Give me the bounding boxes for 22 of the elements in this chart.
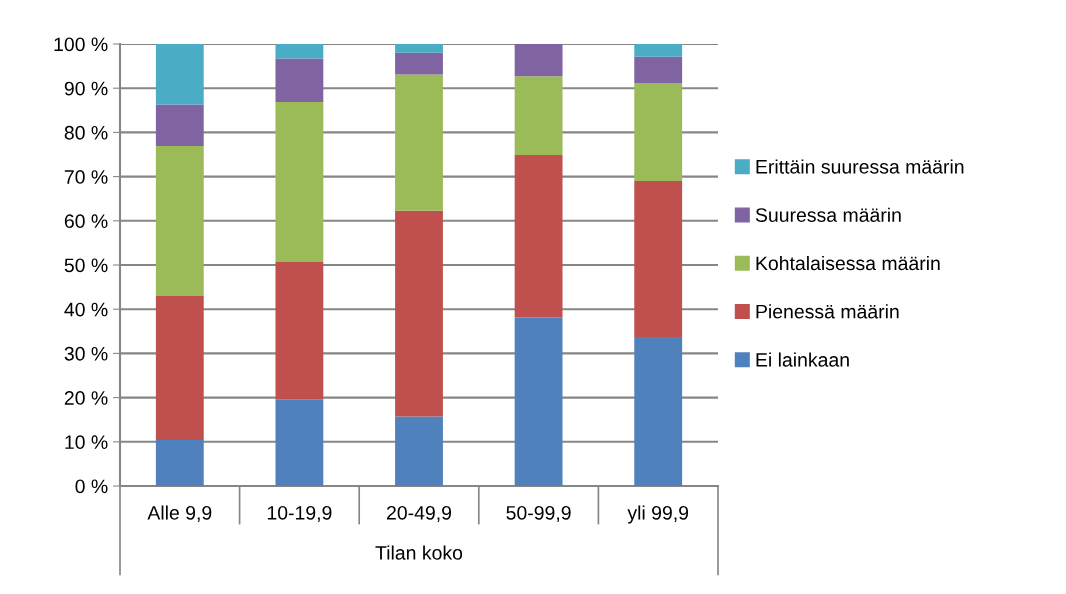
x-tick-label: Alle 9,9 bbox=[147, 505, 212, 523]
legend-label: Suuressa määrin bbox=[755, 207, 901, 222]
y-tick-label: 10 % bbox=[65, 435, 108, 450]
x-tick-label: 10-19,9 bbox=[267, 505, 332, 523]
y-tick-label: 60 % bbox=[64, 214, 108, 229]
legend-label: Pienessä määrin bbox=[756, 304, 899, 319]
y-tick-label: 70 % bbox=[64, 170, 108, 184]
y-tick-label: 20 % bbox=[64, 391, 108, 405]
x-tick-label: 20-49,9 bbox=[387, 505, 452, 523]
y-tick-label: 30 % bbox=[64, 346, 108, 361]
y-tick-label: 100 % bbox=[54, 37, 108, 52]
legend-label: Kohtalaisessa määrin bbox=[756, 255, 940, 271]
x-tick-label: 50-99,9 bbox=[506, 505, 571, 523]
y-tick-label: 50 % bbox=[64, 258, 108, 273]
y-tick-label: 40 % bbox=[64, 302, 108, 317]
legend-label: Erittäin suuressa määrin bbox=[756, 159, 964, 174]
y-tick-label: 0 % bbox=[75, 479, 108, 494]
x-tick-label: yli 99,9 bbox=[627, 505, 689, 524]
legend-label: Ei lainkaan bbox=[756, 352, 849, 367]
x-axis-title: Tilan koko bbox=[375, 545, 463, 560]
y-tick-label: 80 % bbox=[64, 125, 108, 140]
y-tick-label: 90 % bbox=[64, 81, 108, 96]
